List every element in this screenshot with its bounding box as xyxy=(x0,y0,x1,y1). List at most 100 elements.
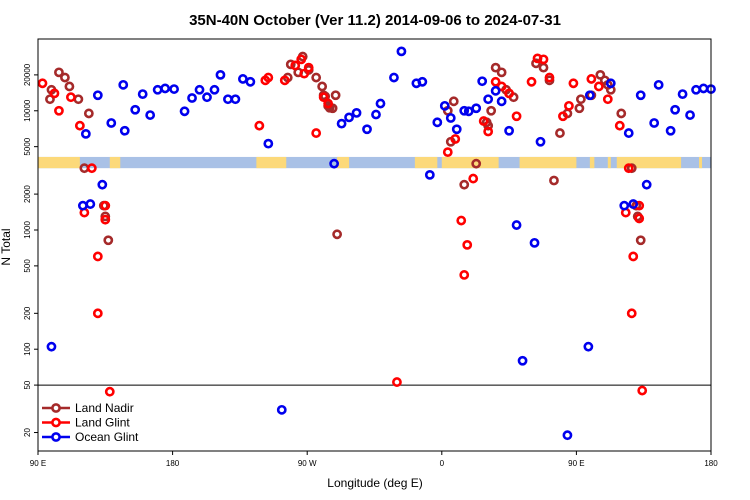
land-glint-point xyxy=(459,270,470,280)
land-glint-point xyxy=(279,75,290,86)
y-tick-label: 200 xyxy=(23,306,32,320)
x-axis-label: Longitude (deg E) xyxy=(327,476,422,490)
ocean-glint-point xyxy=(535,136,546,147)
land-glint-point xyxy=(483,126,494,137)
land-glint-point xyxy=(104,386,115,397)
land-segment xyxy=(337,156,350,169)
land-glint-point xyxy=(496,81,507,92)
land-glint-point xyxy=(100,200,111,211)
land-segment xyxy=(38,156,80,169)
land-nadir-point xyxy=(103,235,114,246)
ocean-glint-point xyxy=(459,105,470,116)
land-glint-point xyxy=(54,105,64,116)
land-glint-point xyxy=(623,163,634,174)
ocean-glint-point xyxy=(424,169,435,180)
land-glint-point xyxy=(593,81,604,92)
ocean-glint-point xyxy=(653,79,664,90)
ocean-glint-point xyxy=(119,125,130,136)
land-nadir-point xyxy=(471,158,482,169)
land-glint-point xyxy=(74,120,85,131)
land-nadir-point xyxy=(635,235,646,246)
ocean-glint-point xyxy=(623,128,634,138)
land-nadir-point xyxy=(64,81,75,92)
land-glint-point xyxy=(456,215,467,226)
land-segment xyxy=(256,156,287,169)
x-tick-label: 0 xyxy=(440,459,445,468)
land-glint-point xyxy=(586,74,597,84)
ocean-glint-point xyxy=(194,84,205,95)
ocean-glint-point xyxy=(417,76,428,87)
ocean-glint-legend-marker xyxy=(51,432,61,442)
land-nadir-point xyxy=(531,58,541,69)
land-nadir-point xyxy=(285,59,296,70)
ocean-glint-point xyxy=(635,90,646,101)
land-glint-point xyxy=(66,92,76,103)
land-nadir-point xyxy=(60,72,70,83)
y-tick-label: 20000 xyxy=(23,63,32,86)
ocean-glint-legend-label: Ocean Glint xyxy=(75,430,139,444)
y-tick-label: 10000 xyxy=(23,99,32,122)
land-glint-point xyxy=(558,111,568,122)
ocean-band xyxy=(38,156,711,169)
land-glint-point xyxy=(568,78,579,89)
ocean-glint-point xyxy=(118,79,129,90)
ocean-glint-point xyxy=(351,107,362,118)
ocean-glint-point xyxy=(77,200,88,211)
land-nadir-point xyxy=(317,81,328,92)
land-glint-point xyxy=(49,88,60,99)
ocean-glint-point xyxy=(137,89,148,99)
land-glint-point xyxy=(504,88,514,99)
land-glint-point xyxy=(628,251,639,262)
land-glint-point xyxy=(303,62,314,73)
land-glint-point xyxy=(263,72,274,83)
ocean-glint-point xyxy=(665,125,676,136)
land-nadir-point xyxy=(574,103,585,114)
ocean-glint-point xyxy=(529,237,540,248)
ocean-glint-point xyxy=(649,118,660,128)
ocean-glint-point xyxy=(85,199,96,209)
ocean-glint-point xyxy=(344,112,354,123)
land-glint-point xyxy=(323,98,334,109)
ocean-glint-point xyxy=(685,110,695,120)
ocean-glint-point xyxy=(517,355,528,366)
land-glint-point xyxy=(100,214,111,225)
land-ocean-band xyxy=(38,156,711,169)
x-tick-label: 90 W xyxy=(298,459,317,468)
ocean-glint-point xyxy=(483,94,494,105)
ocean-glint-point xyxy=(389,72,399,83)
ocean-glint-point xyxy=(215,69,226,80)
land-glint-point xyxy=(526,76,537,87)
land-segment xyxy=(109,156,121,169)
land-nadir-point xyxy=(448,96,459,107)
land-nadir-point xyxy=(496,67,507,78)
land-glint-legend-label: Land Glint xyxy=(75,416,130,430)
land-glint-point xyxy=(37,78,48,89)
ocean-glint-point xyxy=(670,104,681,115)
ocean-glint-point xyxy=(562,430,573,441)
land-glint-point xyxy=(462,239,473,250)
ocean-glint-point xyxy=(179,106,190,117)
ocean-glint-point xyxy=(698,83,709,94)
ocean-glint-point xyxy=(160,83,171,94)
ocean-glint-point xyxy=(490,85,501,96)
land-nadir-point xyxy=(490,62,501,73)
land-nadir-point xyxy=(538,62,549,73)
y-tick-label: 5000 xyxy=(23,137,32,155)
ocean-glint-point xyxy=(329,158,340,169)
land-glint-point xyxy=(92,251,103,262)
land-glint-point xyxy=(614,120,625,131)
ocean-glint-point xyxy=(202,92,212,103)
land-nadir-point xyxy=(330,90,341,101)
ocean-glint-point xyxy=(445,113,456,123)
x-tick-label: 90 E xyxy=(568,459,584,468)
ocean-glint-point xyxy=(92,90,103,101)
y-tick-label: 500 xyxy=(23,259,32,273)
land-nadir-legend-marker xyxy=(51,403,61,413)
ocean-glint-point xyxy=(130,104,141,115)
ocean-glint-point xyxy=(46,341,57,352)
land-segment xyxy=(589,156,595,169)
land-glint-legend-marker xyxy=(51,417,61,428)
ocean-glint-point xyxy=(106,118,117,128)
